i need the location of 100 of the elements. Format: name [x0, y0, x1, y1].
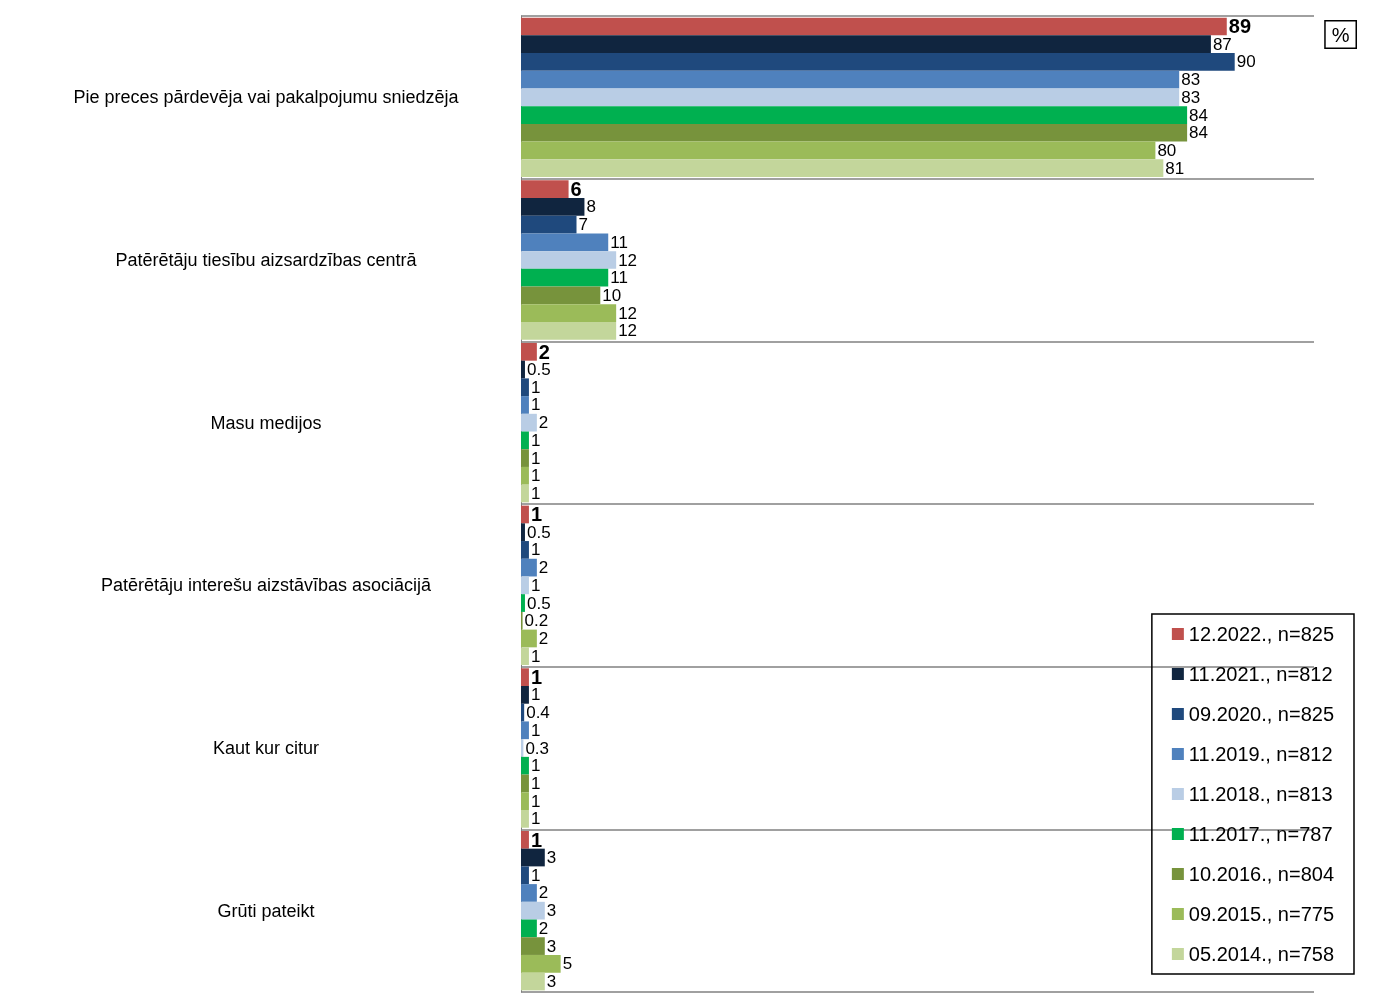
data-label: 84 [1189, 123, 1209, 143]
data-label: 2 [538, 918, 549, 938]
bar [521, 449, 529, 467]
bar [521, 523, 525, 542]
bar [521, 88, 1180, 107]
data-label: 81 [1165, 158, 1185, 178]
legend-label: 11.2021., n=812 [1188, 663, 1333, 685]
data-label: 2 [538, 628, 549, 648]
bar [521, 53, 1235, 71]
bar [521, 180, 569, 199]
data-label: 3 [546, 972, 557, 992]
data-label: 1 [530, 828, 543, 851]
bar [521, 505, 529, 524]
bar [521, 972, 545, 991]
bar [521, 70, 1180, 89]
bar [521, 466, 529, 485]
bar [521, 413, 537, 432]
data-label: 1 [530, 809, 541, 829]
data-label: 8 [586, 197, 596, 217]
bar [521, 233, 609, 252]
legend-label: 11.2018., n=813 [1188, 783, 1333, 805]
data-label: 90 [1236, 52, 1256, 72]
data-label: 0.5 [526, 360, 551, 380]
legend-label: 09.2020., n=825 [1188, 703, 1334, 725]
data-label: 12 [618, 250, 638, 270]
bar [521, 198, 585, 216]
data-label: 11 [610, 232, 628, 252]
bar [521, 251, 617, 269]
data-label: 80 [1157, 140, 1177, 160]
bar [521, 431, 529, 450]
data-label: 1 [530, 756, 541, 776]
legend-label: 11.2019., n=812 [1188, 743, 1333, 765]
data-label: 1 [530, 448, 541, 468]
bar [521, 629, 537, 648]
bar [521, 809, 529, 828]
data-label: 2 [538, 413, 549, 433]
bar [521, 541, 529, 559]
bar [521, 756, 529, 775]
bar [521, 141, 1156, 160]
data-label: 1 [530, 484, 541, 504]
bar [521, 830, 529, 849]
bar [521, 484, 529, 503]
data-label: 0.3 [525, 738, 550, 758]
text: % [1331, 23, 1350, 46]
legend-label: 09.2015., n=775 [1188, 903, 1334, 925]
y-tick-label: Grūti pateikt [217, 900, 315, 921]
bar [521, 123, 1188, 142]
y-tick-label: Masu medijos [210, 412, 322, 433]
data-label: 1 [530, 377, 541, 397]
data-label: 83 [1181, 70, 1201, 90]
bar [521, 106, 1188, 124]
y-tick-label: Kaut kur citur [212, 738, 320, 758]
bar [521, 594, 525, 612]
y-tick-label: Patērētāju interešu aizstāvības asociācijā [100, 575, 433, 596]
data-label: 1 [530, 646, 541, 666]
bar [521, 686, 529, 704]
y-tick-label: Pie preces pārdevēja vai pakalpojumu sniedzēja [73, 87, 460, 108]
data-label: 1 [530, 430, 541, 450]
bar [521, 848, 545, 867]
data-label: 7 [578, 215, 588, 235]
bar [521, 215, 577, 234]
bar [521, 268, 609, 287]
legend-label: 10.2016., n=804 [1188, 863, 1334, 885]
bar [521, 647, 529, 666]
data-label: 3 [546, 901, 557, 921]
bar [521, 721, 529, 740]
data-label: 0.5 [526, 593, 551, 613]
data-label: 84 [1189, 105, 1209, 125]
bar [521, 342, 537, 361]
bar [521, 668, 529, 687]
data-label: 2 [538, 883, 549, 903]
bar [521, 901, 545, 920]
data-label: 5 [562, 954, 573, 974]
bar [521, 866, 529, 885]
bar [521, 919, 537, 938]
data-label: 11 [610, 268, 628, 288]
bar [521, 159, 1164, 178]
bar [521, 703, 525, 722]
data-label: 1 [530, 773, 541, 793]
data-label: 3 [546, 936, 557, 956]
data-label: 0.4 [526, 703, 550, 723]
bar [521, 884, 537, 902]
bar [521, 954, 561, 973]
data-label: 1 [530, 395, 541, 415]
data-label: 1 [530, 720, 541, 740]
data-label: 2 [538, 558, 549, 578]
bar [521, 396, 529, 414]
bar [521, 360, 525, 379]
data-label: 1 [530, 865, 541, 885]
data-label: 12 [618, 303, 638, 323]
data-label: 10 [602, 285, 622, 305]
y-tick-label: Patērētāju tiesību aizsardzības centrā [115, 250, 418, 270]
bar [521, 378, 529, 397]
data-label: 2 [538, 340, 550, 363]
legend-label: 05.2014., n=758 [1188, 943, 1334, 965]
bar [521, 576, 529, 595]
bar [521, 35, 1211, 54]
bar [521, 558, 537, 577]
bar [521, 304, 617, 322]
bar [521, 17, 1227, 36]
